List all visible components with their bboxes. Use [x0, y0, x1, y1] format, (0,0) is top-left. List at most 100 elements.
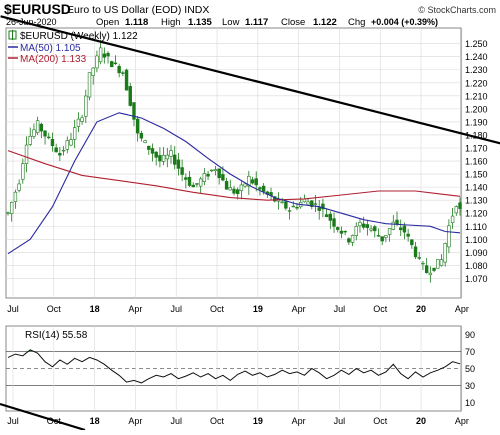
candle-body	[436, 259, 440, 269]
candle-body	[195, 183, 199, 185]
rsi-y-axis: 10 30 50 70 90	[465, 330, 475, 408]
candle-body	[135, 118, 140, 134]
price-tick-label: 1.150	[465, 170, 488, 180]
candle-body	[21, 163, 25, 180]
candle-body	[76, 118, 81, 127]
candle-body	[72, 127, 77, 140]
price-legend: $EURUSD (Weekly) 1.122 MA(50) 1.105 MA(2…	[8, 30, 138, 65]
candle-body	[447, 225, 451, 248]
rsi-tick-label: 90	[465, 330, 475, 340]
candle-body	[454, 206, 458, 214]
candle-body	[121, 72, 125, 74]
candle-body	[65, 140, 69, 150]
candle-body	[143, 140, 147, 143]
price-tick-label: 1.070	[465, 274, 488, 284]
candle-body	[443, 243, 447, 263]
candle-body	[132, 102, 136, 120]
price-tick-label: 1.200	[465, 104, 488, 114]
candle-body	[373, 226, 377, 232]
candle-body	[221, 174, 225, 181]
candle-body	[139, 132, 144, 139]
candle-body	[61, 149, 66, 152]
candle-body	[191, 184, 195, 188]
watermark: © StockCharts.com	[418, 5, 496, 15]
price-x-tick-label: Jul	[334, 304, 346, 314]
rsi-x-tick-label: Oct	[210, 416, 225, 426]
candle-body	[428, 272, 433, 276]
price-tick-label: 1.080	[465, 261, 488, 271]
candle-body	[217, 168, 221, 179]
candle-body	[321, 203, 325, 210]
price-panel-frame	[5, 27, 462, 299]
quote-chg-value: +0.004 (+0.39%)	[371, 17, 438, 27]
candle-body	[147, 145, 151, 150]
candle-body	[102, 53, 107, 58]
candle-body	[106, 52, 110, 57]
price-x-tick-label: Apr	[128, 304, 142, 314]
legend-price: $EURUSD (Weekly) 1.122	[20, 31, 138, 42]
candle-body	[313, 203, 318, 205]
candle-body	[350, 235, 355, 243]
candle-body	[365, 224, 370, 228]
price-x-tick-label: Apr	[455, 304, 469, 314]
legend-ma50: MA(50) 1.105	[20, 43, 81, 54]
price-tick-label: 1.210	[465, 91, 488, 101]
candle-body	[17, 183, 21, 191]
price-tick-label: 1.170	[465, 144, 488, 154]
candle-body	[413, 246, 418, 258]
quote-high-label: High	[161, 17, 181, 28]
candle-body	[110, 61, 114, 68]
symbol-title: $EURUSD	[4, 1, 71, 17]
ma200-line	[7, 150, 461, 201]
candle-body	[343, 230, 347, 233]
price-tick-label: 1.140	[465, 183, 488, 193]
price-tick-label: 1.110	[465, 222, 487, 232]
candle-body	[439, 259, 444, 266]
quote-date: 26-Jun-2020	[6, 17, 57, 27]
candle-body	[280, 201, 284, 204]
candle-body	[176, 159, 181, 169]
candle-body	[395, 219, 399, 225]
candle-body	[202, 173, 207, 182]
candle-body	[239, 184, 244, 191]
candle-body	[261, 185, 266, 192]
candle-body	[50, 139, 55, 147]
price-tick-label: 1.190	[465, 117, 488, 127]
candle-body	[169, 150, 173, 157]
rsi-x-tick-label: Jul	[170, 416, 182, 426]
candle-body	[28, 135, 32, 145]
candle-body	[332, 218, 336, 227]
quote-chg-label: Chg	[348, 17, 365, 28]
candle-body	[80, 117, 84, 122]
price-x-tick-label: 20	[416, 304, 426, 314]
rsi-x-tick-label: 20	[416, 416, 426, 426]
candle-body	[354, 226, 358, 236]
rsi-tick-label: 30	[465, 381, 475, 391]
rsi-x-tick-label: Jul	[7, 416, 19, 426]
price-grid	[6, 28, 463, 298]
candle-body	[317, 207, 321, 211]
candle-body	[339, 230, 344, 234]
candle-body	[173, 154, 177, 165]
candle-body	[402, 225, 407, 233]
price-x-tick-label: Oct	[373, 304, 388, 314]
rsi-x-tick-label: Jul	[334, 416, 346, 426]
symbol-description: Euro to US Dollar (EOD) INDX	[67, 4, 209, 16]
price-tick-label: 1.160	[465, 157, 488, 167]
ma50-line	[7, 112, 461, 255]
candle-body	[180, 167, 184, 175]
candle-body	[187, 176, 192, 186]
price-x-tick-label: 19	[253, 304, 263, 314]
candle-body	[24, 144, 29, 164]
price-x-tick-label: Jul	[7, 304, 19, 314]
candle-body	[236, 189, 240, 195]
rsi-x-tick-label: Apr	[128, 416, 142, 426]
candle-body	[328, 213, 333, 221]
quote-low-label: Low	[222, 17, 240, 28]
candle-body	[295, 207, 299, 209]
price-x-axis: Jul Oct 18 Apr Jul Oct 19 Apr Jul Oct 20 Apr	[7, 304, 469, 314]
quote-open-label: Open	[96, 17, 119, 28]
candle-body	[161, 154, 166, 162]
price-tick-label: 1.090	[465, 248, 488, 258]
